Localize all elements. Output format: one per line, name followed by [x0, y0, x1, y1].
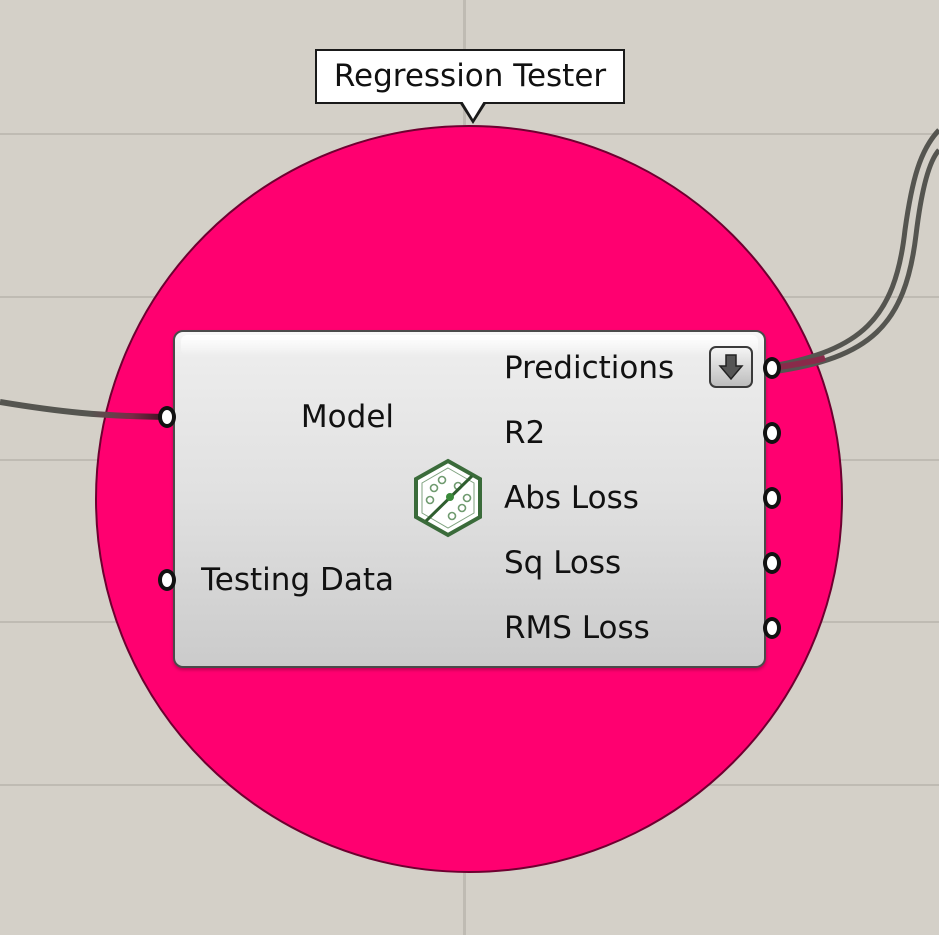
output-label-r2: R2 [504, 415, 546, 451]
input-label-model: Model [300, 399, 394, 435]
arrow-down-icon [718, 354, 744, 381]
component-tooltip: Regression Tester [315, 49, 625, 104]
input-port-model[interactable] [158, 406, 176, 428]
input-label-testing-data: Testing Data [201, 562, 394, 598]
regression-tester-icon [414, 458, 482, 538]
output-label-abs-loss: Abs Loss [504, 480, 639, 516]
input-port-testing-data[interactable] [158, 569, 176, 591]
output-label-rms-loss: RMS Loss [504, 610, 650, 646]
predictions-output-wire-b[interactable] [771, 148, 939, 375]
output-label-predictions: Predictions [504, 350, 675, 386]
predictions-output-wire-a[interactable] [771, 128, 939, 369]
output-port-predictions[interactable] [763, 357, 781, 379]
output-port-abs-loss[interactable] [763, 487, 781, 509]
output-label-sq-loss: Sq Loss [504, 545, 622, 581]
predictions-menu-button[interactable] [709, 346, 753, 388]
tooltip-pointer-fill [462, 101, 484, 119]
output-port-r2[interactable] [763, 422, 781, 444]
output-port-sq-loss[interactable] [763, 552, 781, 574]
model-input-wire[interactable] [0, 399, 166, 420]
output-port-rms-loss[interactable] [763, 617, 781, 639]
component-gloss [181, 335, 758, 355]
